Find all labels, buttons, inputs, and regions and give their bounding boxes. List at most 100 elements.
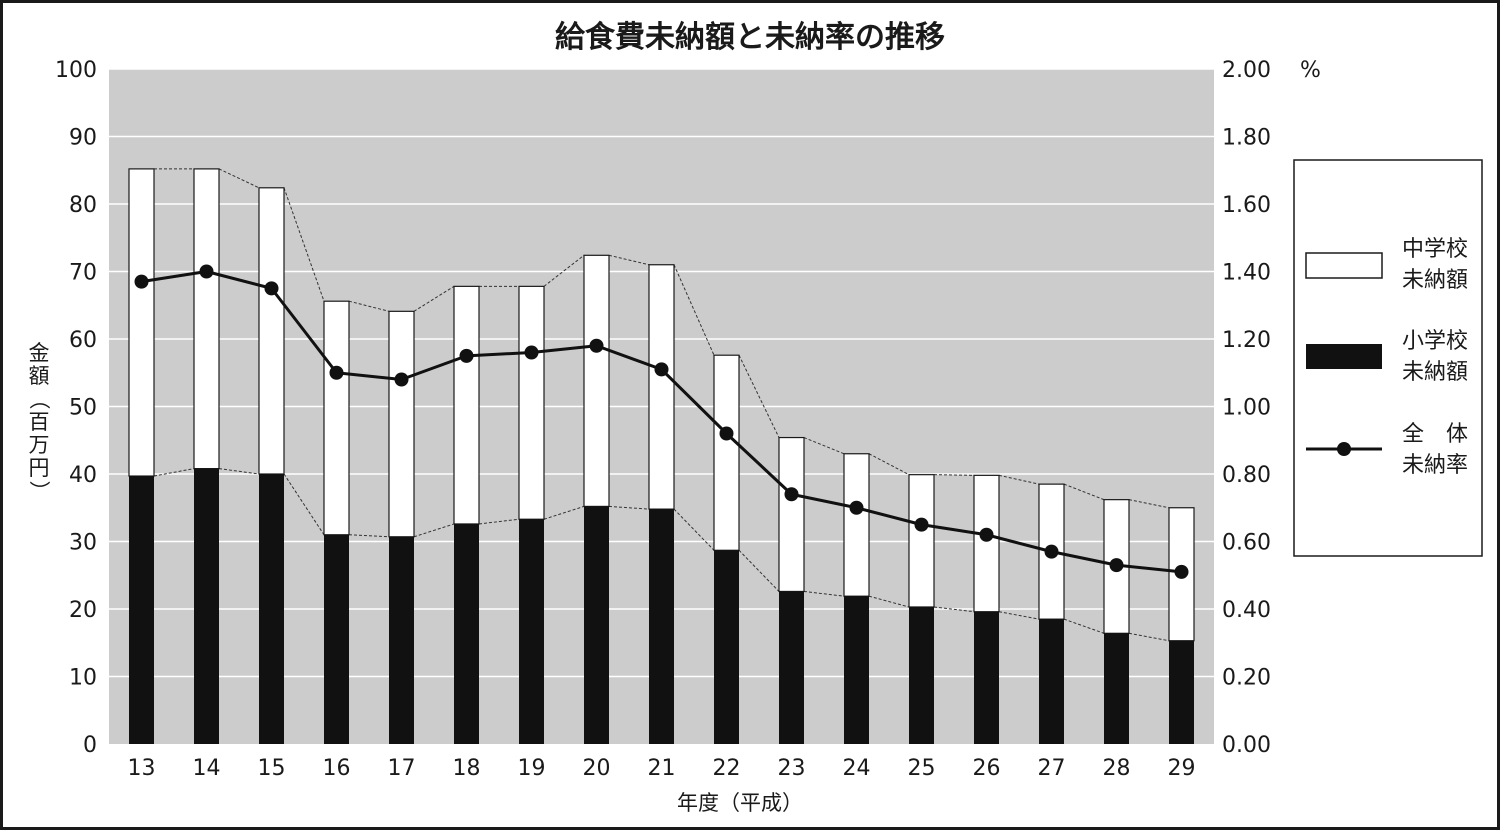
x-tick-label: 16: [323, 756, 351, 781]
connector-line-elementary: [218, 468, 260, 475]
rate-point: [1044, 544, 1059, 559]
y2-tick-label: 1.80: [1222, 126, 1271, 151]
bar-elementary-school: [974, 611, 999, 744]
bar-elementary-school: [194, 468, 219, 744]
rate-point: [1109, 558, 1124, 573]
legend-swatch-middle: [1305, 252, 1383, 279]
bar-elementary-school: [259, 474, 284, 744]
connector-line-elementary: [413, 523, 455, 538]
bar-elementary-school: [844, 596, 869, 744]
rate-point: [784, 487, 799, 502]
x-tick-label: 27: [1038, 756, 1066, 781]
connector-line-elementary: [933, 606, 975, 613]
x-tick-label: 22: [713, 756, 741, 781]
bar-elementary-school: [649, 509, 674, 744]
y-tick-label: 90: [69, 126, 97, 151]
bar-elementary-school: [909, 606, 934, 744]
rate-point: [914, 517, 929, 532]
legend-swatch-rate-marker: [1337, 442, 1351, 456]
legend-label-rate-1: 全 体: [1402, 422, 1468, 447]
connector-line-elementary: [478, 518, 520, 525]
rate-point: [199, 264, 214, 279]
y-tick-label: 50: [69, 396, 97, 421]
bar-elementary-school: [389, 536, 414, 744]
y-tick-label: 10: [69, 666, 97, 691]
legend-label-middle-1: 中学校: [1402, 237, 1468, 262]
y-tick-label: 60: [69, 328, 97, 353]
bar-middle-school: [713, 354, 740, 551]
connector-line-total: [673, 264, 715, 356]
y-axis-title-char: 万: [29, 433, 50, 457]
rate-point: [524, 345, 539, 360]
x-tick-label: 13: [128, 756, 156, 781]
x-tick-label: 18: [453, 756, 481, 781]
x-tick-label: 20: [583, 756, 611, 781]
bar-elementary-school: [519, 519, 544, 744]
rate-point: [849, 500, 864, 515]
plot-area: 0 10 20 30 40 50 60 70 80 90 100 0.00 0.20 0.40 0.60 0.…: [55, 58, 1321, 781]
rate-point: [134, 274, 149, 289]
connector-line-elementary: [868, 595, 910, 608]
bar-middle-school: [908, 474, 935, 608]
rate-point: [459, 348, 474, 363]
connector-line-elementary: [153, 468, 195, 477]
bar-middle-school: [128, 168, 155, 477]
bar-middle-school: [518, 285, 545, 520]
bar-middle-school: [258, 187, 285, 475]
x-axis-title: 年度（平成）: [677, 791, 803, 815]
y2-unit-label: %: [1300, 58, 1321, 83]
connector-line-elementary: [543, 505, 585, 520]
y-axis-title-char: （: [27, 389, 51, 410]
connector-line-elementary: [608, 505, 650, 510]
y-axis-title-group: 金額（百万円）: [27, 341, 51, 502]
bar-elementary-school: [129, 476, 154, 744]
y2-tick-label: 2.00: [1222, 58, 1271, 83]
y-tick-label: 80: [69, 193, 97, 218]
x-tick-label: 25: [908, 756, 936, 781]
legend-label-rate-2: 未納率: [1402, 453, 1468, 478]
legend-label-middle-2: 未納額: [1402, 268, 1468, 293]
y-tick-label: 30: [69, 531, 97, 556]
bar-elementary-school: [1169, 640, 1194, 744]
connector-line-total: [738, 354, 780, 438]
x-tick-label: 24: [843, 756, 871, 781]
connector-line-total: [283, 187, 325, 302]
bar-elementary-school: [1104, 633, 1129, 744]
rate-point: [329, 365, 344, 380]
rate-point: [589, 338, 604, 353]
bar-middle-school: [648, 264, 675, 510]
bar-middle-school: [193, 168, 220, 470]
connector-line-elementary: [1128, 632, 1170, 642]
connector-line-total: [933, 474, 975, 476]
connector-line-elementary: [738, 549, 780, 592]
y-tick-label: 20: [69, 598, 97, 623]
x-tick-label: 26: [973, 756, 1001, 781]
x-tick-label: 14: [193, 756, 221, 781]
bar-elementary-school: [324, 534, 349, 744]
x-tick-label: 21: [648, 756, 676, 781]
bar-elementary-school: [1039, 619, 1064, 744]
y-tick-label: 40: [69, 463, 97, 488]
bar-middle-school: [583, 254, 610, 508]
x-tick-label: 23: [778, 756, 806, 781]
x-tick-label: 28: [1103, 756, 1131, 781]
bar-elementary-school: [779, 591, 804, 744]
rate-point: [264, 281, 279, 296]
y2-tick-label: 1.40: [1222, 261, 1271, 286]
connector-line-total: [413, 285, 455, 312]
x-tick-label: 19: [518, 756, 546, 781]
y2-tick-label: 0.80: [1222, 463, 1271, 488]
connector-line-total: [543, 254, 585, 287]
y-axis-title-char: 金: [29, 341, 50, 365]
connector-line-total: [608, 254, 650, 266]
connector-line-total: [218, 168, 260, 189]
bar-middle-school: [973, 474, 1000, 613]
rate-point: [979, 527, 994, 542]
y2-tick-label: 0.60: [1222, 531, 1271, 556]
y-axis-title-char: 百: [29, 410, 50, 434]
bar-middle-school: [453, 285, 480, 525]
x-tick-label: 15: [258, 756, 286, 781]
bar-middle-school: [323, 300, 350, 536]
y2-tick-label: 0.00: [1222, 733, 1271, 758]
